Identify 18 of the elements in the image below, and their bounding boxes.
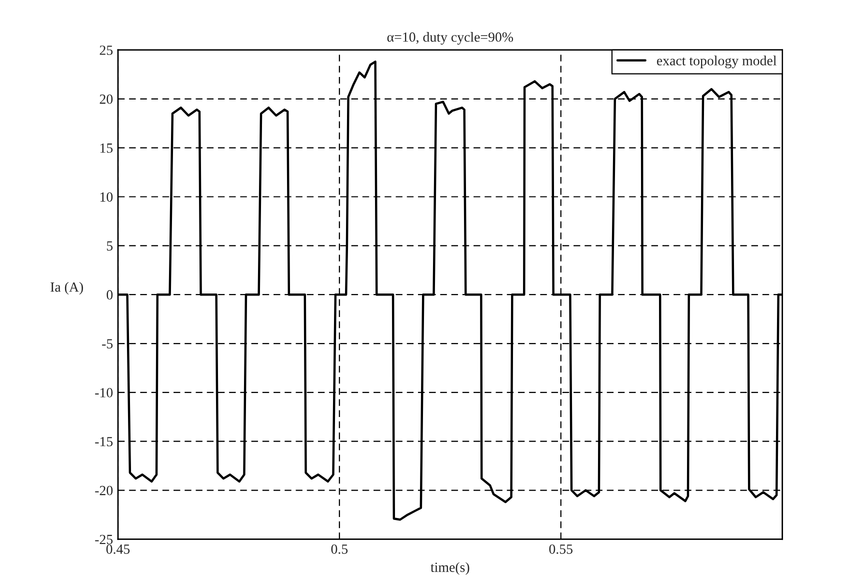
y-tick-label: -5 bbox=[102, 339, 113, 348]
legend-label: exact topology model bbox=[656, 56, 776, 68]
x-tick-label: 0.45 bbox=[106, 544, 130, 554]
x-axis-title: time(s) bbox=[430, 562, 470, 575]
y-axis-title: Ia (A) bbox=[50, 282, 83, 295]
x-tick-label: 0.5 bbox=[331, 544, 348, 554]
y-tick-label: 10 bbox=[100, 192, 113, 202]
y-tick-label: 25 bbox=[100, 46, 113, 55]
y-tick-label: 15 bbox=[100, 143, 113, 153]
y-tick-label: -15 bbox=[95, 437, 113, 446]
y-tick-label: 20 bbox=[100, 94, 113, 104]
y-tick-label: -10 bbox=[95, 388, 113, 398]
y-tick-label: -25 bbox=[95, 534, 113, 544]
y-tick-label: 0 bbox=[106, 290, 113, 300]
y-tick-label: -20 bbox=[95, 486, 113, 496]
x-tick-label: 0.55 bbox=[549, 544, 572, 554]
chart-title: α=10, duty cycle=90% bbox=[387, 32, 514, 45]
y-tick-label: 5 bbox=[106, 241, 113, 251]
